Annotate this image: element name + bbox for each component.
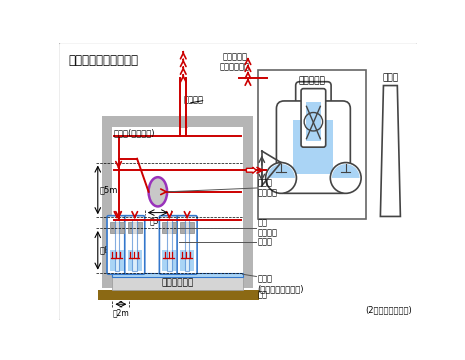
Text: 格納槽
(鉄筋コンクリート): 格納槽 (鉄筋コンクリート) [257,274,304,294]
Bar [113,273,243,276]
FancyBboxPatch shape [276,101,350,193]
Polygon shape [380,86,400,216]
Text: 約8m: 約8m [100,246,118,255]
Bar [113,127,243,277]
Bar [110,251,124,271]
Text: 排気配管: 排気配管 [184,96,204,105]
Bar [258,70,366,219]
Text: 約2m: 約2m [113,309,129,318]
Bar [162,222,176,233]
Bar [179,116,188,128]
Circle shape [330,163,361,193]
Text: 金属
フィルタ: 金属 フィルタ [257,218,277,238]
Bar [115,219,120,271]
Bar [180,251,194,271]
FancyBboxPatch shape [296,82,331,112]
Wedge shape [332,164,359,178]
Bar [185,219,189,271]
Bar [293,120,333,174]
Text: (2号機イメージ図): (2号機イメージ図) [365,305,412,314]
Wedge shape [267,164,295,178]
Text: 約3m: 約3m [149,216,166,225]
Text: 岩盤: 岩盤 [257,291,267,300]
FancyBboxPatch shape [125,216,145,274]
Bar [162,251,176,271]
Text: 原子炉建物
上部から排気: 原子炉建物 上部から排気 [220,53,250,72]
FancyBboxPatch shape [59,42,418,321]
Text: 格納槽(地下埋設): 格納槽(地下埋設) [114,129,155,138]
FancyArrow shape [246,167,256,173]
Text: 原子炉建物: 原子炉建物 [299,76,326,85]
Bar [306,103,321,141]
Text: 約5m: 約5m [100,185,118,194]
Text: ヨウ素
フィルタ: ヨウ素 フィルタ [257,178,277,198]
Bar [110,222,124,233]
FancyBboxPatch shape [301,89,326,147]
Bar [133,219,137,271]
Text: フィルタ付ベント設備: フィルタ付ベント設備 [68,54,139,67]
Text: コンクリート: コンクリート [161,278,193,287]
FancyBboxPatch shape [107,216,127,274]
Bar [102,116,253,288]
FancyBboxPatch shape [177,216,197,274]
Bar [167,219,172,271]
Text: 水溶液: 水溶液 [257,237,272,246]
Bar [98,289,259,300]
Circle shape [266,163,297,193]
Bar [128,222,142,233]
FancyBboxPatch shape [159,216,179,274]
Bar [128,251,142,271]
Ellipse shape [149,177,167,206]
Bar [180,222,194,233]
Bar [113,276,243,289]
Text: 排気筒: 排気筒 [382,73,399,82]
